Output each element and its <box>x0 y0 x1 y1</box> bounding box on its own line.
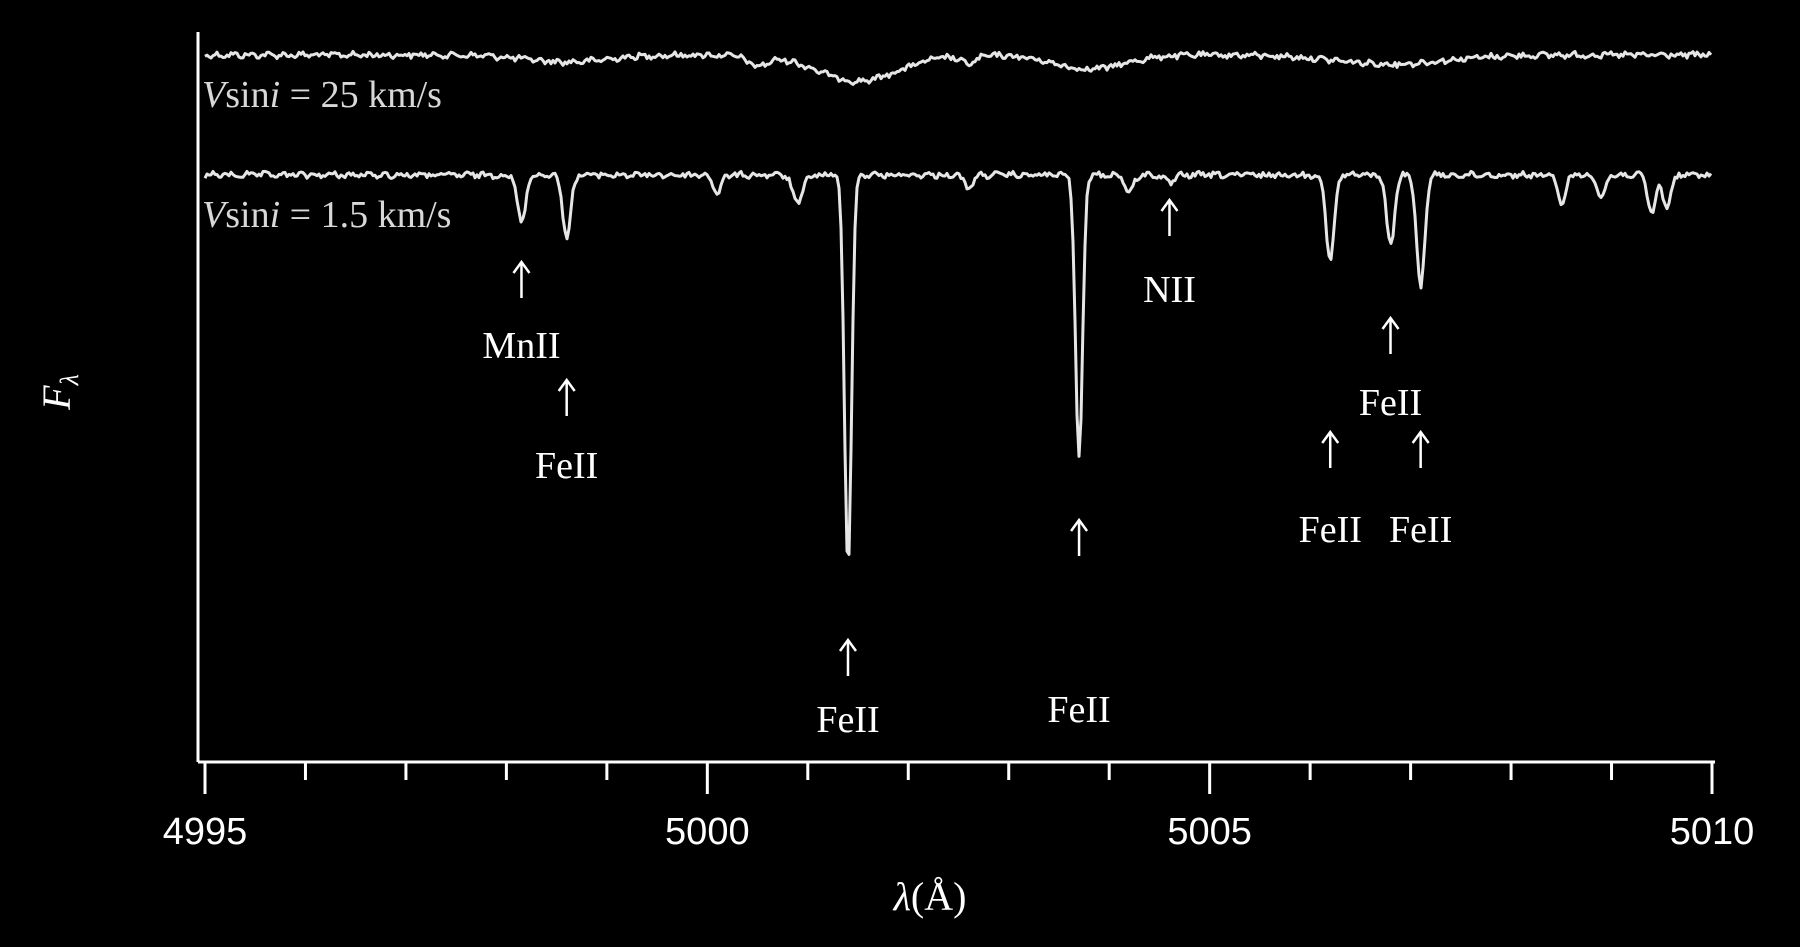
series-label-2: Vsini = 1.5 km/s <box>202 194 451 236</box>
annotation: FeII <box>535 377 598 487</box>
line-annotations: MnII FeII FeII FeII NII FeII FeII FeII <box>482 197 1452 741</box>
x-tick-label: 5000 <box>665 811 750 853</box>
annotation-arrow-head <box>512 259 531 274</box>
x-tick-label: 4995 <box>163 811 248 853</box>
annotation-arrow-head <box>1160 197 1179 212</box>
x-tick-label: 5010 <box>1670 811 1755 853</box>
x-ticks: 4995 5000 5005 5010 <box>163 762 1755 853</box>
annotation-arrow-head <box>838 637 857 652</box>
series-label-v: V <box>202 74 229 116</box>
y-axis-sub: λ <box>55 374 84 386</box>
annotation: NII <box>1143 197 1196 311</box>
annotation-label: MnII <box>482 325 560 367</box>
series-label-value: = 25 km/s <box>280 74 442 116</box>
y-axis-label: Fλ <box>34 374 84 411</box>
x-tick-label: 5005 <box>1167 811 1252 853</box>
x-axis-unit: (Å) <box>911 874 967 919</box>
series-label-v: V <box>202 194 229 236</box>
y-axis-main: F <box>34 385 79 411</box>
annotation-arrow-head <box>1411 429 1430 444</box>
series-label-i: i <box>270 74 281 116</box>
annotation-label: FeII <box>1359 382 1422 424</box>
annotation: FeII <box>1389 429 1452 551</box>
annotation-label: FeII <box>535 445 598 487</box>
spectrum-trace-2 <box>203 169 1713 556</box>
annotation-label: NII <box>1143 269 1196 311</box>
series-label-i: i <box>270 194 281 236</box>
annotation-arrow-head <box>1321 429 1340 444</box>
annotation-label: FeII <box>1389 509 1452 551</box>
x-axis-symbol: λ <box>893 874 911 919</box>
annotation: FeII <box>1359 315 1422 424</box>
annotation-label: FeII <box>816 699 879 741</box>
annotation-label: FeII <box>1047 689 1110 731</box>
series-label-value: = 1.5 km/s <box>280 194 451 236</box>
x-axis-label: λ(Å) <box>893 874 967 919</box>
series-label-sin: sin <box>225 74 269 116</box>
spectrum-trace-1 <box>204 49 1713 86</box>
annotation-label: FeII <box>1299 509 1362 551</box>
annotation: FeII <box>816 637 880 741</box>
series-label-1: Vsini = 25 km/s <box>202 74 442 116</box>
annotation: FeII <box>1299 429 1362 551</box>
annotation-arrow-head <box>1070 517 1089 532</box>
annotation-arrow-head <box>557 377 576 392</box>
axes <box>196 32 1715 764</box>
annotation-arrow-head <box>1381 315 1400 330</box>
annotation: FeII <box>1047 517 1111 731</box>
spectra <box>203 49 1713 556</box>
annotation: MnII <box>482 259 561 367</box>
series-label-sin: sin <box>225 194 269 236</box>
